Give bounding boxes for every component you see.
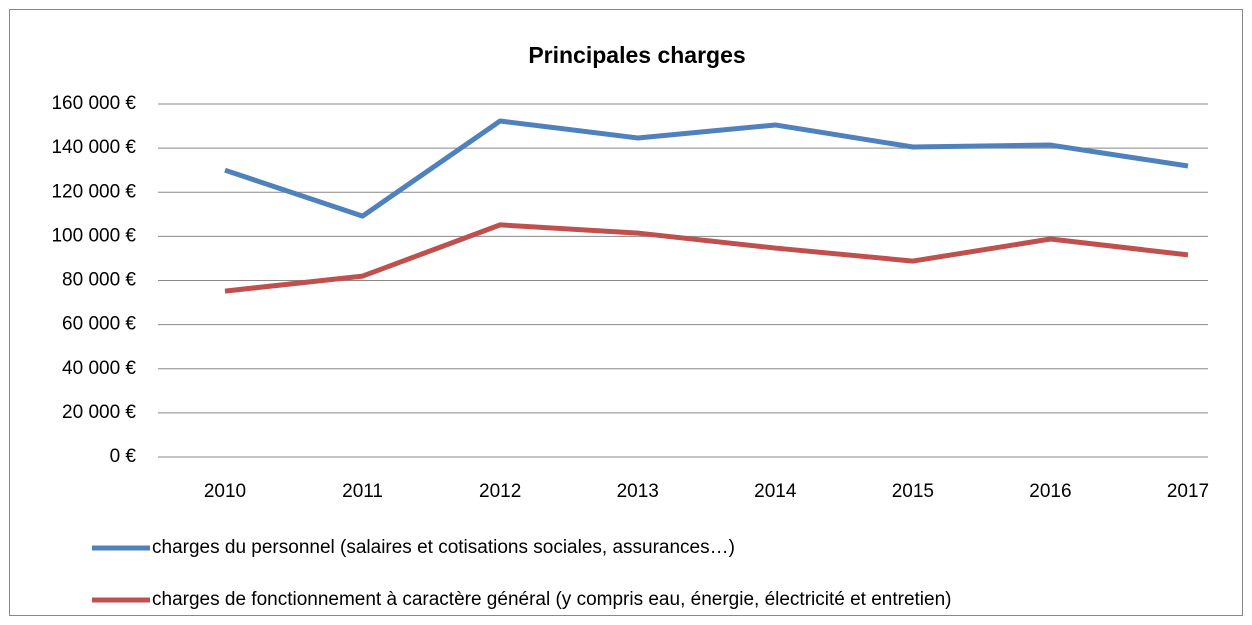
y-tick-label: 60 000 € [62, 314, 136, 335]
x-tick-label: 2016 [1029, 481, 1071, 502]
x-tick-label: 2010 [204, 481, 246, 502]
y-tick-label: 160 000 € [51, 93, 136, 114]
y-tick-label: 140 000 € [51, 137, 136, 158]
x-tick-label: 2014 [754, 481, 797, 502]
y-tick-label: 20 000 € [62, 402, 136, 423]
y-tick-label: 100 000 € [51, 225, 136, 246]
x-tick-label: 2015 [892, 481, 934, 502]
x-tick-label: 2011 [342, 481, 383, 502]
x-tick-label: 2013 [617, 481, 659, 502]
x-tick-label: 2017 [1167, 481, 1209, 502]
data-line [224, 118, 1189, 219]
legend-label: charges de fonctionnement à caractère gé… [152, 589, 951, 610]
x-tick-label: 2012 [479, 481, 521, 502]
y-tick-label: 80 000 € [62, 270, 136, 291]
y-tick-label: 0 € [110, 446, 137, 467]
y-tick-label: 120 000 € [51, 181, 136, 202]
chart-frame [9, 9, 1243, 616]
y-tick-label: 40 000 € [62, 358, 136, 379]
legend-label: charges du personnel (salaires et cotisa… [152, 537, 735, 558]
data-line [224, 222, 1189, 294]
chart-title: Principales charges [528, 42, 745, 68]
